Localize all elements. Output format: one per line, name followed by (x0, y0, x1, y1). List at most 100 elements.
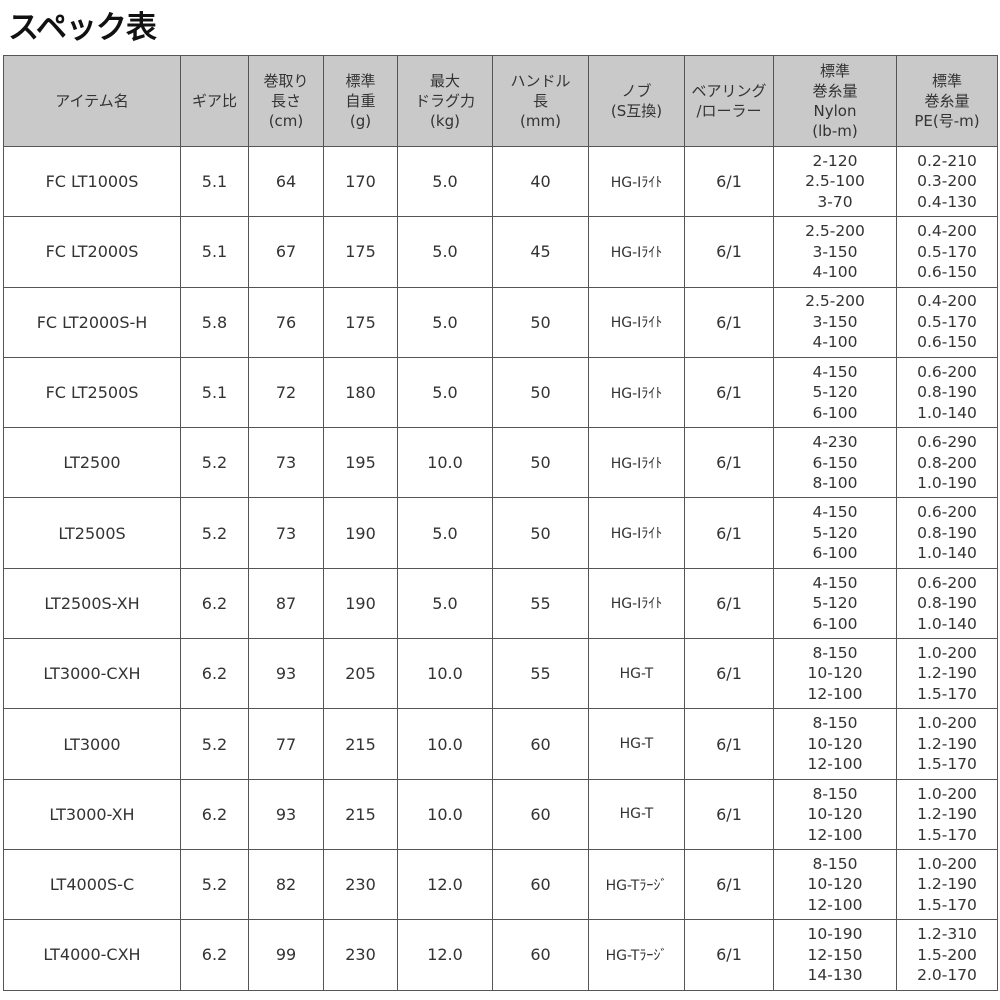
capacity-value: 6-100 (812, 614, 858, 633)
cell-nylon: 4-230 6-150 8-100 (773, 427, 897, 499)
cell-nylon: 4-150 5-120 6-100 (773, 356, 897, 429)
capacity-value: 1.0-200 (917, 643, 977, 662)
cell-handle: 40 (492, 145, 589, 218)
cell-weight: 230 (323, 848, 398, 921)
cell-retrieve: 67 (248, 216, 324, 288)
table-row: FC LT1000S 5.1 64 170 5.0 40 HG-Iﾗｲﾄ 6/1 2-120 2.… (3, 145, 998, 218)
cell-knob: HG-Iﾗｲﾄ (588, 356, 685, 429)
cell-knob: HG-T (588, 778, 685, 850)
capacity-value: 2.5-200 (805, 222, 865, 241)
cell-drag: 12.0 (397, 919, 493, 991)
cell-bearing: 6/1 (684, 286, 774, 358)
header-nylon-capacity: 標準 巻糸量 Nylon (lb-m) (773, 55, 897, 147)
capacity-value: 1.2-190 (917, 734, 977, 753)
capacity-value: 10-120 (807, 734, 863, 753)
capacity-value: 1.5-200 (917, 945, 977, 964)
header-line: (mm) (520, 112, 561, 130)
capacity-value: 1.0-140 (917, 544, 977, 563)
table-row: FC LT2000S-H 5.8 76 175 5.0 50 HG-Iﾗｲﾄ 6/1 2.5-2… (3, 286, 998, 358)
capacity-value: 6-100 (812, 544, 858, 563)
capacity-value: 0.2-210 (917, 151, 977, 170)
header-line: 最大 (429, 72, 460, 90)
cell-pe: 1.0-200 1.2-190 1.5-170 (896, 708, 998, 780)
capacity-value: 5-120 (812, 594, 858, 613)
cell-knob: HG-Iﾗｲﾄ (588, 567, 685, 640)
header-line: 巻糸量 (924, 92, 970, 110)
cell-nylon: 8-150 10-120 12-100 (773, 848, 897, 921)
capacity-value: 1.0-200 (917, 854, 977, 873)
header-line: 長 (532, 92, 548, 110)
capacity-value: 14-130 (807, 966, 863, 985)
cell-drag: 10.0 (397, 778, 493, 850)
header-line: (g) (349, 112, 372, 130)
cell-drag: 5.0 (397, 216, 493, 288)
capacity-value: 0.6-150 (917, 333, 977, 352)
header-item-name: アイテム名 (3, 55, 181, 147)
capacity-value: 0.6-200 (917, 573, 977, 592)
cell-nylon: 4-150 5-120 6-100 (773, 497, 897, 569)
header-line: 自重 (345, 92, 376, 110)
header-line: ドラグ力 (414, 92, 475, 110)
cell-name: LT3000 (3, 708, 181, 780)
capacity-value: 1.0-200 (917, 714, 977, 733)
cell-gear: 5.1 (180, 145, 249, 218)
cell-drag: 10.0 (397, 427, 493, 499)
capacity-value: 6-100 (812, 403, 858, 422)
cell-nylon: 2.5-200 3-150 4-100 (773, 286, 897, 358)
cell-name: LT2500S-XH (3, 567, 181, 640)
table-row: FC LT2500S 5.1 72 180 5.0 50 HG-Iﾗｲﾄ 6/1 4-150 5-… (3, 356, 998, 429)
cell-weight: 230 (323, 919, 398, 991)
capacity-value: 0.4-200 (917, 292, 977, 311)
page-title: スペック表 (8, 10, 157, 46)
cell-name: LT3000-XH (3, 778, 181, 850)
cell-retrieve: 76 (248, 286, 324, 358)
cell-handle: 60 (492, 919, 589, 991)
header-retrieve-length: 巻取り 長さ (cm) (248, 55, 324, 147)
capacity-value: 1.0-190 (917, 474, 977, 493)
capacity-value: 0.8-190 (917, 523, 977, 542)
capacity-value: 1.5-170 (917, 895, 977, 914)
cell-retrieve: 77 (248, 708, 324, 780)
capacity-value: 0.6-200 (917, 362, 977, 381)
cell-handle: 55 (492, 567, 589, 640)
table-row: LT3000-XH 6.2 93 215 10.0 60 HG-T 6/1 8-150 10-12… (3, 778, 998, 850)
capacity-value: 1.2-310 (917, 925, 977, 944)
cell-pe: 0.6-200 0.8-190 1.0-140 (896, 497, 998, 569)
capacity-value: 10-120 (807, 805, 863, 824)
cell-drag: 5.0 (397, 497, 493, 569)
cell-name: FC LT2500S (3, 356, 181, 429)
capacity-value: 5-120 (812, 383, 858, 402)
cell-drag: 5.0 (397, 145, 493, 218)
cell-retrieve: 99 (248, 919, 324, 991)
cell-gear: 5.2 (180, 848, 249, 921)
capacity-value: 2.5-200 (805, 292, 865, 311)
cell-pe: 1.0-200 1.2-190 1.5-170 (896, 638, 998, 710)
cell-name: FC LT2000S (3, 216, 181, 288)
cell-weight: 215 (323, 778, 398, 850)
cell-nylon: 2-120 2.5-100 3-70 (773, 145, 897, 218)
cell-name: LT3000-CXH (3, 638, 181, 710)
cell-pe: 0.2-210 0.3-200 0.4-130 (896, 145, 998, 218)
capacity-value: 8-100 (812, 474, 858, 493)
cell-pe: 0.4-200 0.5-170 0.6-150 (896, 286, 998, 358)
cell-nylon: 8-150 10-120 12-100 (773, 708, 897, 780)
cell-bearing: 6/1 (684, 638, 774, 710)
header-line: ハンドル (510, 72, 571, 90)
cell-bearing: 6/1 (684, 567, 774, 640)
cell-bearing: 6/1 (684, 356, 774, 429)
capacity-value: 8-150 (812, 714, 858, 733)
cell-knob: HG-Iﾗｲﾄ (588, 286, 685, 358)
table-row: FC LT2000S 5.1 67 175 5.0 45 HG-Iﾗｲﾄ 6/1 2.5-200… (3, 216, 998, 288)
cell-retrieve: 87 (248, 567, 324, 640)
cell-drag: 12.0 (397, 848, 493, 921)
capacity-value: 12-150 (807, 945, 863, 964)
cell-retrieve: 82 (248, 848, 324, 921)
cell-bearing: 6/1 (684, 145, 774, 218)
capacity-value: 4-100 (812, 333, 858, 352)
cell-pe: 0.6-200 0.8-190 1.0-140 (896, 356, 998, 429)
cell-pe: 0.4-200 0.5-170 0.6-150 (896, 216, 998, 288)
capacity-value: 1.2-190 (917, 805, 977, 824)
capacity-value: 10-120 (807, 664, 863, 683)
header-line: 標準 (931, 72, 962, 90)
cell-handle: 45 (492, 216, 589, 288)
